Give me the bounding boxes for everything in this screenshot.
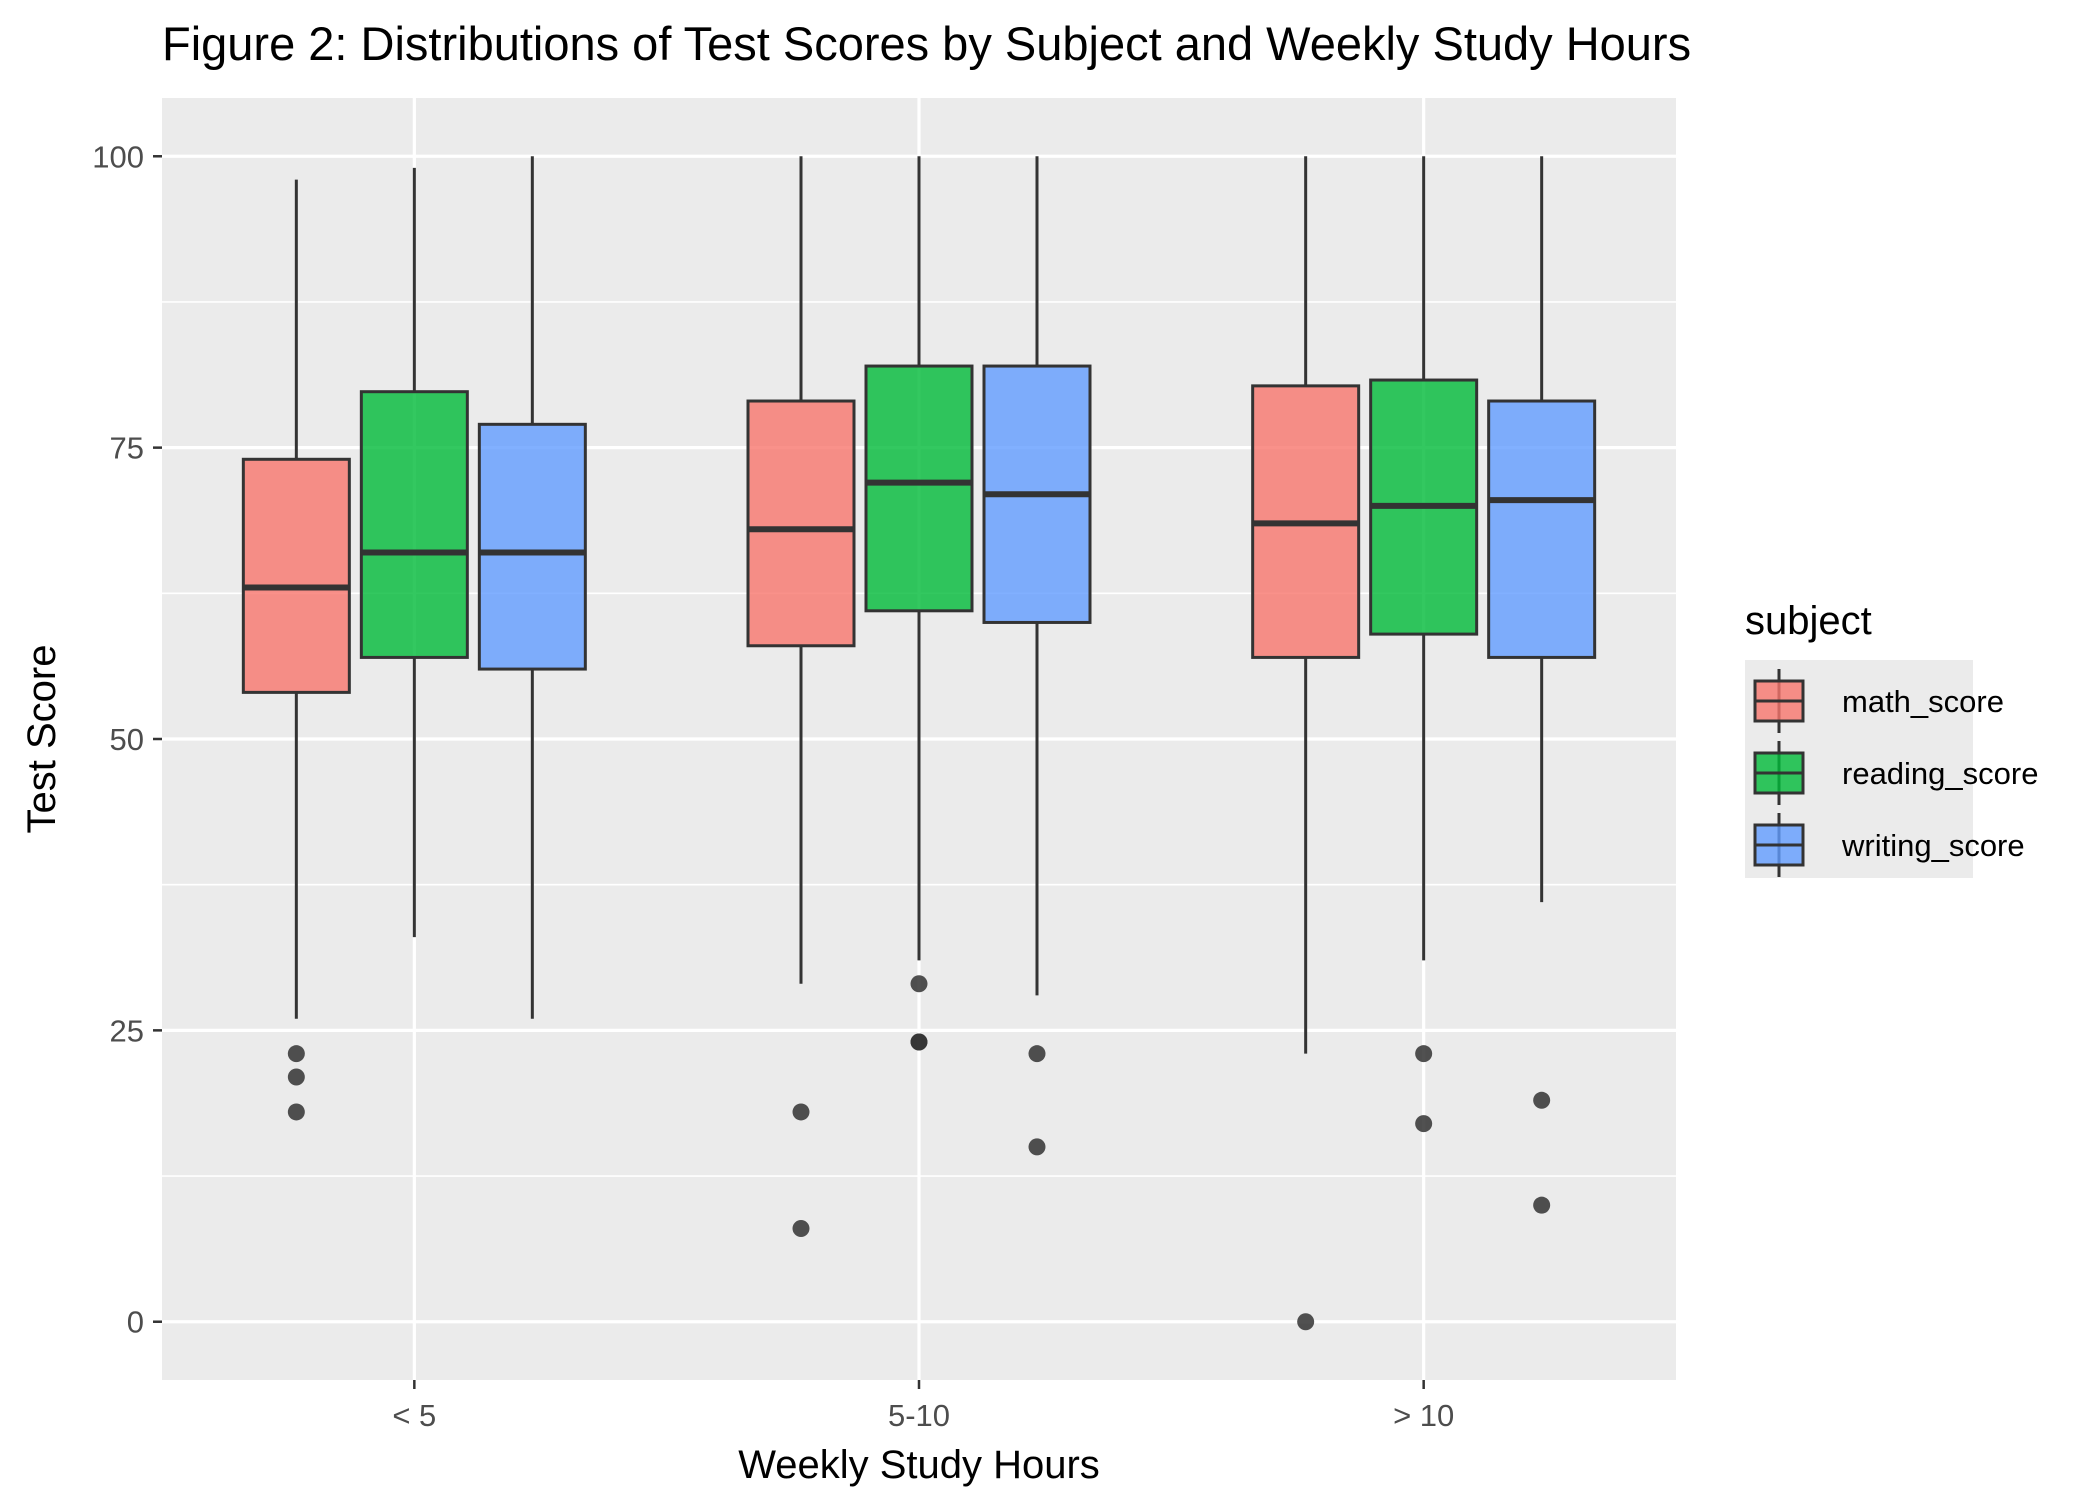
legend-title: subject — [1745, 599, 1872, 643]
outlier-point — [287, 1068, 305, 1086]
outlier-point — [910, 1033, 928, 1051]
legend: subject math_score reading_score writing_s… — [1745, 599, 2038, 878]
box-reading_score-1 — [864, 156, 974, 1051]
box-math_score-1 — [746, 156, 856, 1237]
outlier-point — [287, 1103, 305, 1121]
x-axis-title: Weekly Study Hours — [738, 1443, 1100, 1487]
outlier-point — [1415, 1115, 1433, 1133]
y-axis-title: Test Score — [20, 645, 64, 834]
box-body — [359, 390, 469, 659]
x-tick-label: > 10 — [1393, 1398, 1454, 1433]
y-tick-label: 75 — [110, 431, 144, 466]
box-reading_score-2 — [1369, 156, 1479, 1133]
outlier-point — [792, 1103, 810, 1121]
y-tick-label: 0 — [127, 1305, 144, 1340]
y-axis: 0 25 50 75 100 — [92, 139, 162, 1340]
box-group — [241, 156, 1597, 1331]
y-tick-label: 50 — [110, 722, 144, 757]
box-body — [477, 422, 587, 671]
legend-label: math_score — [1842, 684, 2004, 719]
box-body — [1487, 399, 1597, 659]
box-math_score-0 — [241, 179, 351, 1121]
outlier-point — [1028, 1138, 1046, 1156]
box-writing_score-0 — [477, 156, 587, 1019]
y-tick-label: 100 — [92, 139, 144, 174]
box-writing_score-1 — [982, 156, 1092, 1156]
box-math_score-2 — [1251, 156, 1361, 1331]
y-tick-label: 25 — [110, 1013, 144, 1048]
outlier-point — [1297, 1313, 1315, 1331]
outlier-point — [1533, 1091, 1551, 1109]
box-body — [241, 457, 351, 694]
outlier-point — [1028, 1045, 1046, 1063]
x-tick-label: < 5 — [392, 1398, 436, 1433]
outlier-point — [287, 1045, 305, 1063]
x-axis: < 5 5-10 > 10 — [392, 1380, 1454, 1433]
box-body — [746, 399, 856, 648]
outlier-point — [792, 1219, 810, 1237]
legend-label: writing_score — [1841, 828, 2025, 863]
box-writing_score-2 — [1487, 156, 1597, 1214]
chart-title: Figure 2: Distributions of Test Scores b… — [162, 17, 1691, 70]
legend-key-writing_score — [1753, 813, 1805, 877]
box-body — [864, 364, 974, 613]
legend-key-math_score — [1753, 669, 1805, 733]
x-tick-label: 5-10 — [888, 1398, 950, 1433]
outlier-point — [1415, 1045, 1433, 1063]
outlier-point — [1533, 1196, 1551, 1214]
box-reading_score-0 — [359, 167, 469, 938]
legend-key-reading_score — [1753, 741, 1805, 805]
legend-label: reading_score — [1842, 756, 2038, 791]
outlier-point — [910, 975, 928, 993]
